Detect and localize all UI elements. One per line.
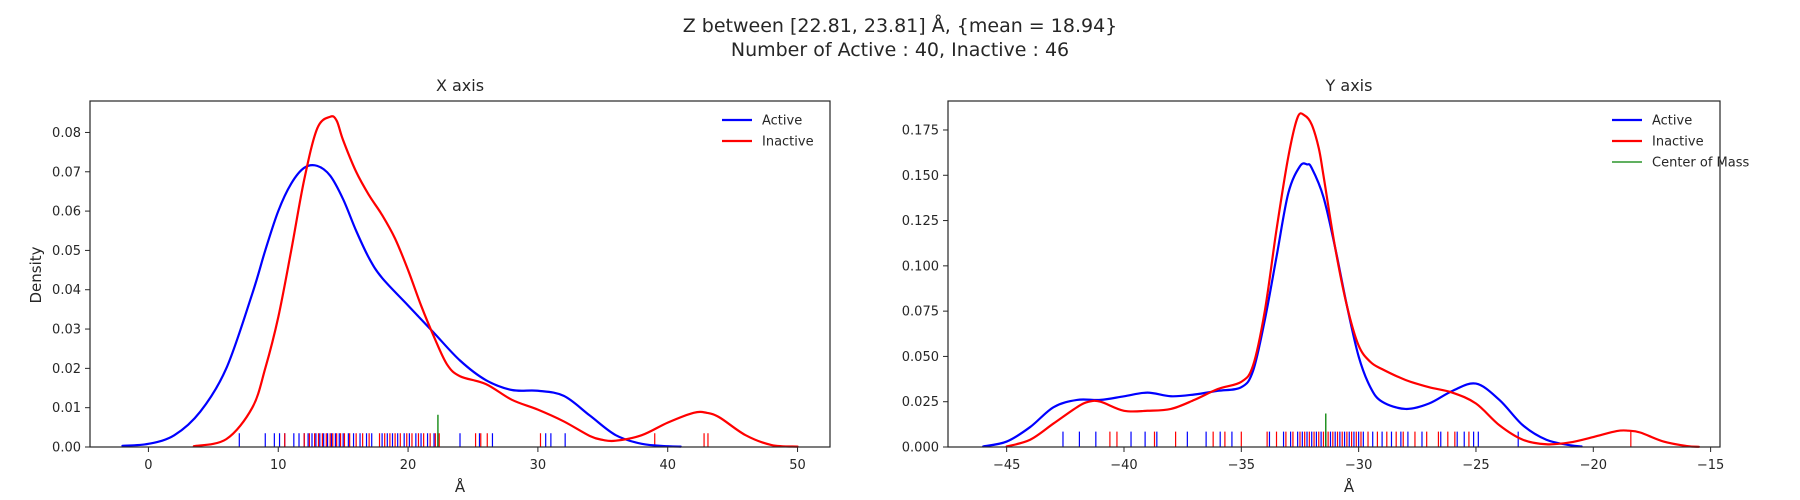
y-xtick-label: −30 <box>1345 458 1372 473</box>
y-ytick-label: 0.150 <box>902 169 939 184</box>
y-xtick-label: −45 <box>993 458 1020 473</box>
x-xtick-label: 50 <box>789 458 806 473</box>
x-panel-title: X axis <box>436 76 484 95</box>
y-plot-area <box>948 101 1720 447</box>
y-legend-label: Center of Mass <box>1652 156 1750 171</box>
y-axis-panel: Y axis Å −45 −40 −35 −30 −25 −20 −15 0.000 0.025… <box>902 76 1750 496</box>
y-xtick-label: −40 <box>1110 458 1137 473</box>
x-ytick-label: 0.01 <box>52 401 81 416</box>
x-xtick-label: 0 <box>144 458 152 473</box>
x-ytick-label: 0.08 <box>52 126 81 141</box>
y-legend-label: Inactive <box>1652 135 1704 150</box>
y-xtick-label: −15 <box>1697 458 1724 473</box>
y-xtick-label: −20 <box>1580 458 1607 473</box>
x-xtick-label: 20 <box>400 458 417 473</box>
y-legend: Active Inactive Center of Mass <box>1612 114 1750 171</box>
x-ytick-label: 0.05 <box>52 244 81 259</box>
figure-suptitle-line1: Z between [22.81, 23.81] Å, {mean = 18.9… <box>683 14 1118 37</box>
x-ytick-label: 0.02 <box>52 362 81 377</box>
y-legend-label: Active <box>1652 114 1692 129</box>
y-ytick-label: 0.175 <box>902 123 939 138</box>
y-axes-frame <box>947 100 1721 448</box>
x-legend-label: Inactive <box>762 135 814 150</box>
x-ytick-label: 0.04 <box>52 283 81 298</box>
x-xtick-label: 10 <box>270 458 287 473</box>
x-legend: Active Inactive <box>722 114 814 150</box>
y-series-inactive <box>1005 112 1700 448</box>
x-panel-ylabel: Density <box>27 246 45 303</box>
y-panel-xlabel: Å <box>1344 477 1355 496</box>
y-ytick-label: 0.125 <box>902 214 939 229</box>
x-series-active <box>121 164 682 448</box>
x-axis-panel: X axis Å Density 0 10 20 30 40 50 0.00 0.01 0.02… <box>27 76 831 496</box>
y-panel-title: Y axis <box>1325 76 1373 95</box>
y-series-active <box>982 162 1583 448</box>
y-ytick-label: 0.025 <box>902 395 939 410</box>
y-xtick-label: −25 <box>1462 458 1489 473</box>
y-ytick-label: 0.000 <box>902 441 939 456</box>
x-plot-area <box>90 101 830 447</box>
x-ytick-label: 0.03 <box>52 323 81 338</box>
x-xtick-label: 40 <box>659 458 676 473</box>
figure-suptitle-line2: Number of Active : 40, Inactive : 46 <box>731 39 1069 61</box>
y-ytick-label: 0.050 <box>902 350 939 365</box>
y-xtick-label: −35 <box>1228 458 1255 473</box>
x-ytick-label: 0.00 <box>52 441 81 456</box>
x-ytick-label: 0.07 <box>52 165 81 180</box>
x-panel-xlabel: Å <box>455 477 466 496</box>
x-legend-label: Active <box>762 114 802 129</box>
y-ytick-label: 0.075 <box>902 305 939 320</box>
y-ytick-label: 0.100 <box>902 259 939 274</box>
x-series-inactive <box>192 115 799 448</box>
x-axes-frame <box>89 100 831 448</box>
x-xtick-label: 30 <box>530 458 547 473</box>
x-ytick-label: 0.06 <box>52 205 81 220</box>
